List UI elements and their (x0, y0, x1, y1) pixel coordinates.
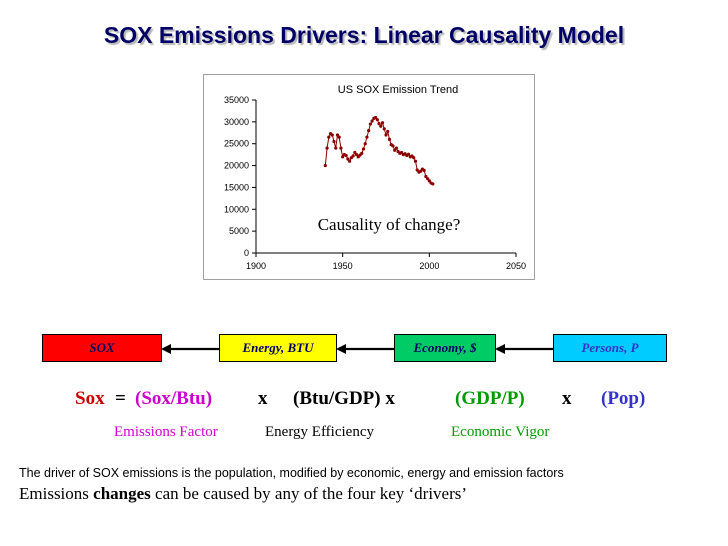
data-point (353, 150, 357, 155)
data-point (344, 153, 348, 158)
data-point (354, 153, 359, 157)
node-economy-label: Economy, $ (413, 340, 477, 355)
data-point (323, 163, 327, 168)
chart-title: US SOX Emission Trend (338, 84, 458, 96)
data-point (360, 151, 364, 155)
node-persons: Persons, P (553, 334, 667, 362)
eq-population: (Pop) (601, 388, 646, 409)
emission-trend-chart: US SOX Emission Trend 0 5000 10000 15000 2000… (203, 74, 535, 280)
data-point (379, 124, 383, 128)
data-point (426, 177, 430, 181)
y-tick-label: 25000 (224, 139, 249, 149)
footer-line-1: The driver of SOX emissions is the popul… (19, 466, 564, 480)
data-point (346, 157, 350, 161)
data-point (361, 147, 366, 151)
eq-equals: = (115, 388, 126, 409)
footer-line-2-bold: changes (93, 484, 151, 503)
node-sox-label: SOX (89, 340, 115, 355)
data-point (391, 144, 395, 148)
y-tick-label: 35000 (224, 95, 249, 105)
data-point (424, 174, 428, 179)
data-point (413, 159, 418, 163)
data-point (363, 142, 367, 146)
y-tick-label: 15000 (224, 182, 249, 192)
label-economic-vigor: Economic Vigor (451, 424, 550, 440)
chart-canvas: US SOX Emission Trend 0 5000 10000 15000 2000… (224, 84, 526, 271)
data-point (370, 119, 374, 123)
data-point (422, 168, 426, 172)
x-tick-label: 1900 (246, 261, 266, 271)
node-energy-label: Energy, BTU (242, 340, 314, 355)
y-tick-label: 10000 (224, 204, 249, 214)
page-title: SOX Emissions Drivers: Linear Causality … (103, 22, 625, 48)
data-point (393, 148, 397, 152)
eq-economic-vigor: (GDP/P) (455, 388, 525, 409)
data-point (325, 146, 329, 150)
node-persons-label: Persons, P (581, 340, 639, 355)
data-point (348, 159, 352, 163)
data-point (351, 154, 355, 158)
x-tick-label: 2000 (419, 261, 439, 271)
label-emissions-factor: Emissions Factor (114, 424, 218, 440)
node-energy: Energy, BTU (219, 334, 337, 362)
data-point (382, 127, 386, 131)
data-point (387, 137, 392, 141)
data-point (368, 122, 372, 126)
data-point (419, 169, 423, 173)
data-point (386, 129, 390, 134)
data-point (412, 156, 416, 160)
data-point (335, 133, 340, 137)
node-economy: Economy, $ (394, 334, 496, 362)
y-tick-label: 20000 (224, 161, 249, 171)
chart-annotation: Causality of change? (317, 215, 461, 234)
x-tick-label: 2050 (506, 261, 526, 271)
data-point (406, 152, 411, 156)
footer-line-2: Emissions changes can be caused by any o… (19, 484, 467, 504)
eq-times-1: x (258, 388, 268, 409)
y-tick-label: 30000 (224, 117, 249, 127)
data-point (327, 135, 331, 139)
data-point (330, 133, 334, 137)
footer-line-2-post: can be caused by any of the four key ‘dr… (150, 484, 468, 503)
data-point (394, 146, 398, 150)
data-point (415, 168, 419, 172)
y-tick-label: 0 (244, 248, 249, 258)
data-point (341, 155, 345, 159)
x-tick-label: 1950 (333, 261, 353, 271)
data-point (400, 150, 404, 155)
data-point (337, 135, 341, 139)
data-point (334, 146, 338, 150)
eq-times-3: x (562, 388, 572, 409)
data-point (365, 135, 369, 139)
data-point (374, 115, 378, 120)
data-point (380, 121, 385, 125)
eq-sox: Sox (75, 388, 105, 409)
data-point (332, 139, 336, 144)
eq-energy-efficiency: (Btu/GDP) x (293, 388, 395, 409)
data-point (339, 146, 343, 150)
data-point (367, 129, 371, 133)
data-point (375, 118, 379, 122)
node-sox: SOX (42, 334, 162, 362)
eq-emissions-factor: (Sox/Btu) (135, 388, 213, 409)
label-energy-efficiency: Energy Efficiency (265, 424, 374, 440)
y-tick-label: 5000 (229, 226, 249, 236)
footer-line-2-pre: Emissions (19, 484, 94, 503)
data-point (377, 122, 381, 126)
data-point (427, 179, 431, 183)
data-point (431, 182, 435, 186)
data-point (384, 133, 388, 137)
